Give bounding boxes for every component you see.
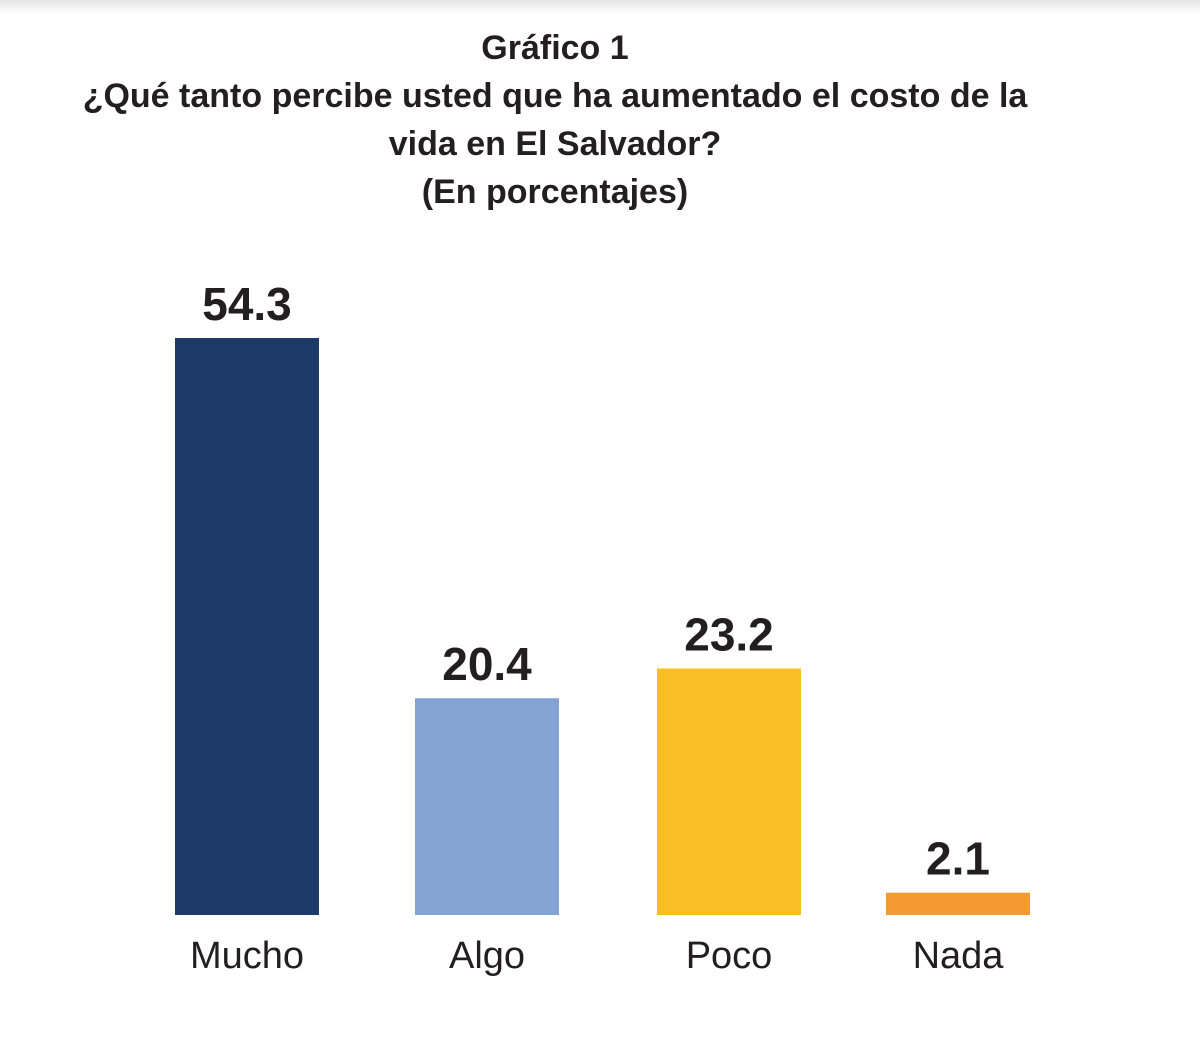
chart-title: Gráfico 1 — [481, 29, 629, 67]
value-label-mucho: 54.3 — [202, 278, 292, 330]
category-label-poco: Poco — [686, 935, 773, 977]
chart-title-block: Gráfico 1 ¿Qué tanto percibe usted que h… — [0, 24, 1110, 216]
chart-subtitle-line-1: ¿Qué tanto percibe usted que ha aumentad… — [82, 77, 1028, 115]
bar-poco — [657, 668, 801, 915]
bar-nada — [886, 892, 1030, 915]
category-label-nada: Nada — [913, 935, 1005, 977]
category-label-mucho: Mucho — [190, 935, 304, 977]
chart-subtitle-line-2: vida en El Salvador? — [388, 125, 722, 163]
value-label-algo: 20.4 — [442, 638, 532, 690]
category-label-algo: Algo — [449, 935, 525, 977]
bar-algo — [415, 698, 559, 915]
value-label-nada: 2.1 — [926, 833, 990, 885]
top-edge-shade — [0, 0, 1200, 14]
bar-mucho — [175, 338, 319, 915]
value-label-poco: 23.2 — [684, 608, 774, 660]
chart-subtitle-line-3: (En porcentajes) — [421, 173, 689, 211]
